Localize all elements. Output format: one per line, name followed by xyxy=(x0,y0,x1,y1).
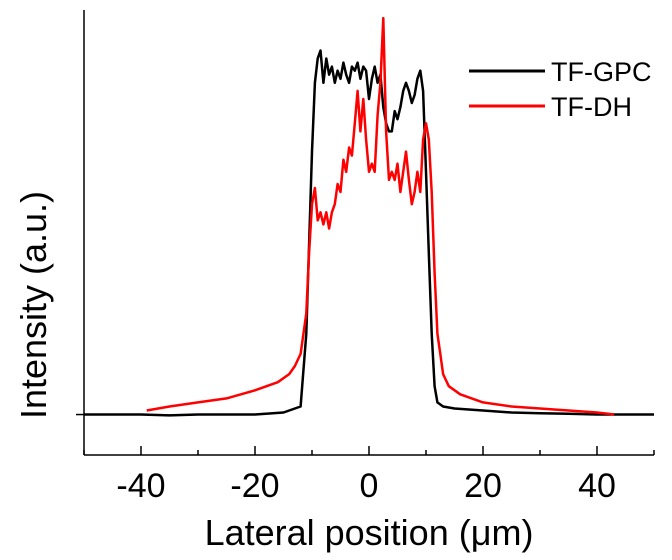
x-tick-label: -40 xyxy=(116,467,165,505)
x-axis-label: Lateral position (μm) xyxy=(205,512,534,553)
series-line-tf-gpc xyxy=(84,49,654,417)
x-tick-label: 40 xyxy=(578,467,616,505)
legend: TF-GPC TF-DH xyxy=(469,57,652,122)
series-line-tf-dh xyxy=(146,16,615,416)
y-axis-label: Intensity (a.u.) xyxy=(13,191,54,419)
legend-label: TF-GPC xyxy=(551,57,652,87)
x-tick-label: 20 xyxy=(464,467,502,505)
series-group xyxy=(84,16,654,417)
x-ticks: -40 -20 0 20 40 xyxy=(83,446,655,505)
x-tick-label: -20 xyxy=(230,467,279,505)
legend-label: TF-DH xyxy=(551,92,632,122)
x-tick-label: 0 xyxy=(360,467,379,505)
